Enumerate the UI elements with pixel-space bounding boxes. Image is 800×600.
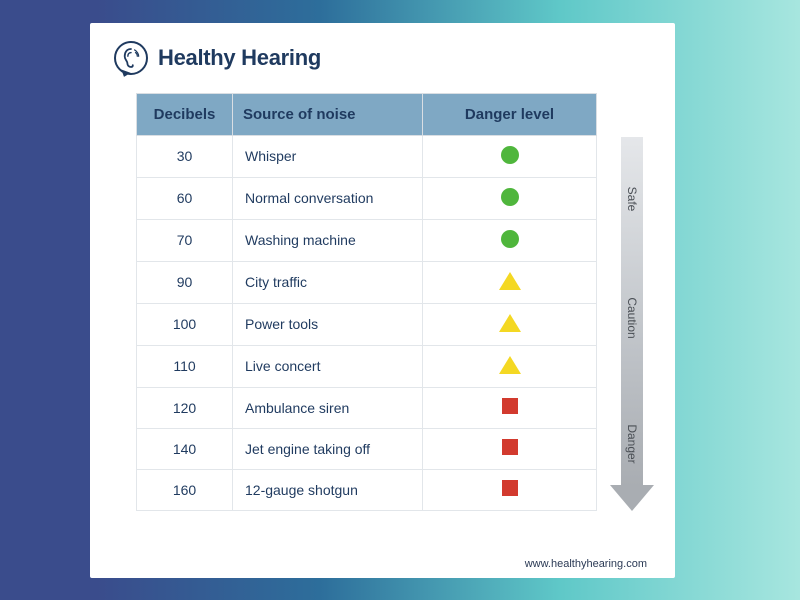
caution-triangle-icon — [499, 272, 521, 290]
cell-decibels: 120 — [137, 387, 233, 428]
danger-square-icon — [502, 398, 518, 414]
cell-decibels: 30 — [137, 135, 233, 177]
content-row: Decibels Source of noise Danger level 30… — [114, 93, 651, 511]
cell-source: 12-gauge shotgun — [233, 469, 423, 510]
cell-decibels: 110 — [137, 345, 233, 387]
caution-triangle-icon — [499, 356, 521, 374]
cell-danger-level — [423, 345, 597, 387]
cell-decibels: 140 — [137, 428, 233, 469]
caution-triangle-icon — [499, 314, 521, 332]
brand-logo: Healthy Hearing — [114, 41, 651, 75]
cell-decibels: 70 — [137, 219, 233, 261]
cell-decibels: 160 — [137, 469, 233, 510]
arrow-body: Safe Caution Danger — [621, 137, 643, 486]
cell-danger-level — [423, 261, 597, 303]
arrow-scale-label: Danger — [625, 424, 639, 463]
cell-source: Live concert — [233, 345, 423, 387]
cell-danger-level — [423, 219, 597, 261]
table-row: 16012-gauge shotgun — [137, 469, 597, 510]
decibel-table: Decibels Source of noise Danger level 30… — [136, 93, 597, 511]
cell-danger-level — [423, 135, 597, 177]
arrow-scale-label: Safe — [625, 187, 639, 212]
infographic-card: Healthy Hearing Decibels Source of noise… — [90, 23, 675, 578]
cell-decibels: 100 — [137, 303, 233, 345]
danger-square-icon — [502, 480, 518, 496]
cell-source: Normal conversation — [233, 177, 423, 219]
danger-square-icon — [502, 439, 518, 455]
cell-source: Jet engine taking off — [233, 428, 423, 469]
ear-icon — [114, 41, 148, 75]
cell-danger-level — [423, 469, 597, 510]
table-row: 90City traffic — [137, 261, 597, 303]
table-row: 30Whisper — [137, 135, 597, 177]
cell-source: Washing machine — [233, 219, 423, 261]
footer-url: www.healthyhearing.com — [525, 558, 647, 570]
page-background: Healthy Hearing Decibels Source of noise… — [0, 0, 800, 600]
cell-danger-level — [423, 387, 597, 428]
safe-circle-icon — [501, 146, 519, 164]
cell-danger-level — [423, 303, 597, 345]
danger-scale-arrow: Safe Caution Danger — [611, 93, 653, 511]
table-row: 110Live concert — [137, 345, 597, 387]
cell-source: City traffic — [233, 261, 423, 303]
cell-source: Power tools — [233, 303, 423, 345]
table-header-row: Decibels Source of noise Danger level — [137, 93, 597, 135]
arrow-head-icon — [610, 485, 654, 511]
table-row: 120Ambulance siren — [137, 387, 597, 428]
col-header-danger: Danger level — [423, 93, 597, 135]
col-header-source: Source of noise — [233, 93, 423, 135]
table-row: 140Jet engine taking off — [137, 428, 597, 469]
table-row: 60Normal conversation — [137, 177, 597, 219]
cell-danger-level — [423, 428, 597, 469]
table-row: 100Power tools — [137, 303, 597, 345]
cell-danger-level — [423, 177, 597, 219]
ear-icon-svg — [122, 47, 140, 69]
col-header-decibels: Decibels — [137, 93, 233, 135]
cell-source: Whisper — [233, 135, 423, 177]
arrow-scale-label: Caution — [625, 297, 639, 338]
safe-circle-icon — [501, 230, 519, 248]
brand-name: Healthy Hearing — [158, 45, 321, 71]
safe-circle-icon — [501, 188, 519, 206]
cell-decibels: 60 — [137, 177, 233, 219]
table-row: 70Washing machine — [137, 219, 597, 261]
cell-decibels: 90 — [137, 261, 233, 303]
cell-source: Ambulance siren — [233, 387, 423, 428]
